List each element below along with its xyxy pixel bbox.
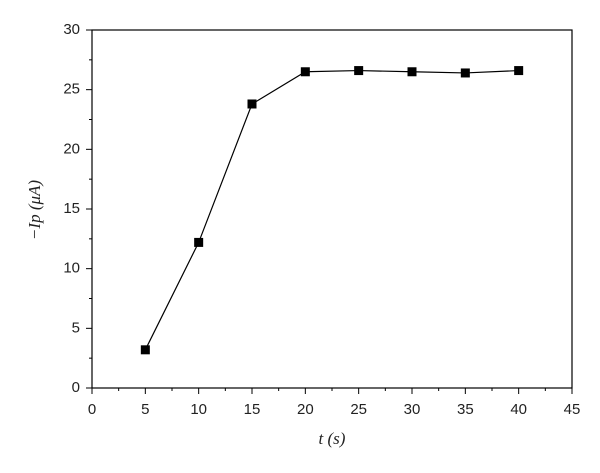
y-tick-label: 25	[63, 81, 80, 98]
point-marker	[194, 237, 204, 247]
point-marker	[514, 66, 524, 76]
point-marker	[247, 99, 257, 109]
x-tick-label: 5	[141, 401, 149, 418]
y-tick-label: 10	[63, 260, 80, 277]
y-tick-label: 20	[63, 140, 80, 157]
x-tick-label: 15	[244, 401, 261, 418]
x-tick-label: 45	[564, 401, 581, 418]
point-marker	[354, 66, 364, 76]
x-tick-label: 35	[457, 401, 474, 418]
point-marker	[460, 68, 470, 78]
y-axis-label: −Ip (μA)	[25, 180, 44, 240]
x-tick-label: 30	[404, 401, 421, 418]
x-tick-label: 20	[297, 401, 314, 418]
x-axis-label: t (s)	[319, 429, 346, 448]
y-tick-label: 0	[72, 379, 80, 396]
plot-frame	[91, 29, 573, 389]
x-tick-label: 25	[350, 401, 367, 418]
point-marker	[300, 67, 310, 77]
y-tick-label: 30	[63, 21, 80, 38]
x-tick-label: 40	[510, 401, 527, 418]
point-marker	[140, 345, 150, 355]
x-tick-label: 10	[190, 401, 207, 418]
x-tick-label: 0	[88, 401, 96, 418]
y-tick-label: 15	[63, 200, 80, 217]
y-tick-label: 5	[72, 319, 80, 336]
point-marker	[407, 67, 417, 77]
series-line	[144, 69, 519, 351]
